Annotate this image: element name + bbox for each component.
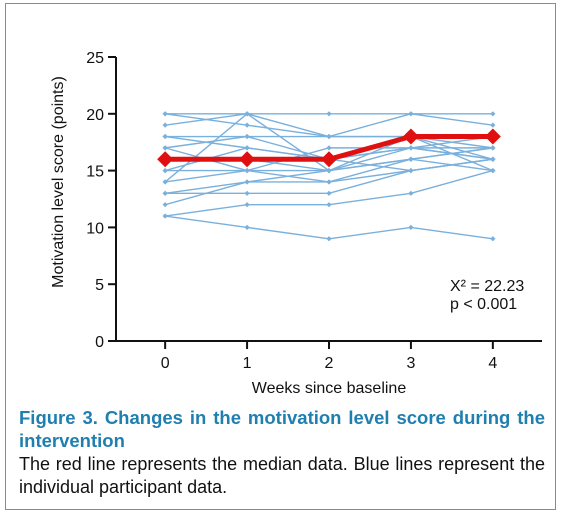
participant-point	[244, 145, 250, 151]
chart-labels: Motivation level score (points) Weeks si…	[50, 76, 524, 397]
participant-point	[244, 179, 250, 185]
participant-point	[162, 122, 168, 128]
participant-point	[326, 236, 332, 242]
median-point	[402, 128, 419, 145]
figure-frame	[5, 3, 556, 510]
participant-point	[408, 111, 414, 117]
participant-point	[162, 213, 168, 219]
participant-point	[490, 168, 496, 174]
participant-point	[162, 111, 168, 117]
participant-point	[408, 168, 414, 174]
participant-point	[244, 224, 250, 230]
participant-point	[244, 122, 250, 128]
motivation-line-chart: 0 5 10 15 20 25 0 1 2 3 4 Motivation level score (…	[50, 50, 542, 397]
participant-line	[165, 113, 493, 138]
participant-point	[326, 145, 332, 151]
participant-point	[162, 133, 168, 140]
x-tick-label: 1	[243, 355, 252, 372]
median-point	[484, 128, 501, 145]
participant-point	[408, 156, 414, 162]
participant-point	[244, 168, 250, 174]
participant-point	[490, 145, 496, 151]
figure-caption: Figure 3. Changes in the motivation leve…	[19, 406, 545, 499]
participant-point	[326, 168, 332, 174]
participant-point	[244, 202, 250, 208]
participant-point	[162, 190, 168, 196]
y-tick-label: 0	[95, 334, 104, 351]
participant-point	[162, 179, 168, 185]
chi-square-annotation: X² = 22.23	[450, 278, 524, 295]
x-tick-label: 3	[406, 355, 415, 372]
participant-point	[244, 111, 250, 117]
participant-point	[490, 156, 496, 162]
participant-point	[162, 145, 168, 151]
x-axis-title: Weeks since baseline	[252, 380, 407, 397]
participant-point	[326, 133, 332, 140]
y-tick-label: 10	[86, 220, 104, 237]
figure-title: Figure 3. Changes in the motivation leve…	[19, 407, 545, 451]
individual-series-group	[162, 111, 496, 242]
participant-point	[244, 133, 250, 140]
participant-point	[326, 202, 332, 208]
participant-point	[162, 168, 168, 174]
participant-point	[244, 190, 250, 196]
p-value-annotation: p < 0.001	[450, 296, 517, 313]
median-point	[239, 151, 256, 168]
axes: 0 5 10 15 20 25 0 1 2 3 4	[86, 50, 542, 372]
participant-point	[490, 111, 496, 117]
participant-point	[326, 179, 332, 185]
median-series-group	[157, 128, 501, 168]
participant-point	[326, 111, 332, 117]
participant-point	[408, 224, 414, 230]
y-tick-label: 25	[86, 50, 104, 67]
y-tick-label: 5	[95, 277, 104, 294]
y-tick-label: 15	[86, 164, 104, 181]
participant-line	[165, 215, 493, 240]
participant-point	[326, 190, 332, 196]
median-point	[157, 151, 174, 168]
x-tick-label: 0	[161, 355, 170, 372]
participant-point	[408, 190, 414, 196]
participant-point	[162, 202, 168, 208]
x-tick-label: 2	[325, 355, 334, 372]
y-tick-label: 20	[86, 107, 104, 124]
y-axis-title: Motivation level score (points)	[50, 76, 67, 288]
participant-point	[490, 236, 496, 242]
figure-description: The red line represents the median data.…	[19, 454, 545, 497]
participant-point	[490, 122, 496, 128]
median-point	[321, 151, 337, 168]
x-tick-label: 4	[488, 355, 497, 372]
participant-point	[408, 145, 414, 151]
